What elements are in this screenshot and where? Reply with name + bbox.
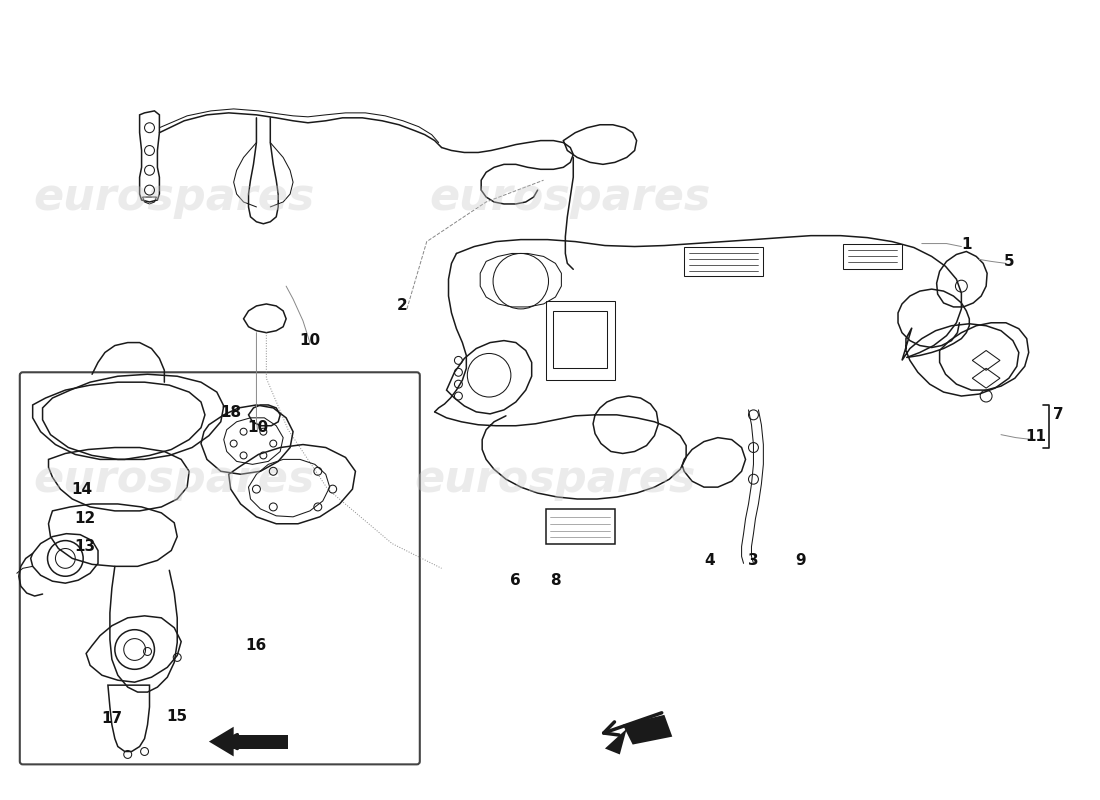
Text: 7: 7	[1053, 407, 1064, 422]
Text: eurospares: eurospares	[430, 175, 711, 218]
Text: 8: 8	[550, 573, 561, 588]
Polygon shape	[209, 726, 233, 757]
Text: 5: 5	[1003, 254, 1014, 269]
Text: 11: 11	[1025, 429, 1046, 444]
Text: 18: 18	[220, 406, 241, 420]
Text: 3: 3	[748, 553, 759, 568]
Text: 17: 17	[101, 711, 122, 726]
Text: 16: 16	[245, 638, 267, 653]
Text: 9: 9	[795, 553, 806, 568]
Text: 15: 15	[167, 710, 188, 724]
Text: 2: 2	[397, 298, 407, 314]
Text: 6: 6	[510, 573, 521, 588]
Text: 1: 1	[961, 237, 971, 252]
Text: eurospares: eurospares	[415, 458, 696, 501]
Polygon shape	[223, 734, 288, 749]
Text: 4: 4	[705, 553, 715, 568]
Text: 10: 10	[299, 333, 320, 348]
Text: 12: 12	[75, 511, 96, 526]
Text: 14: 14	[72, 482, 92, 497]
Text: eurospares: eurospares	[34, 175, 315, 218]
Text: eurospares: eurospares	[34, 458, 315, 501]
Text: 13: 13	[75, 539, 96, 554]
Text: 10: 10	[246, 420, 268, 435]
Polygon shape	[623, 715, 672, 745]
Polygon shape	[605, 729, 627, 754]
